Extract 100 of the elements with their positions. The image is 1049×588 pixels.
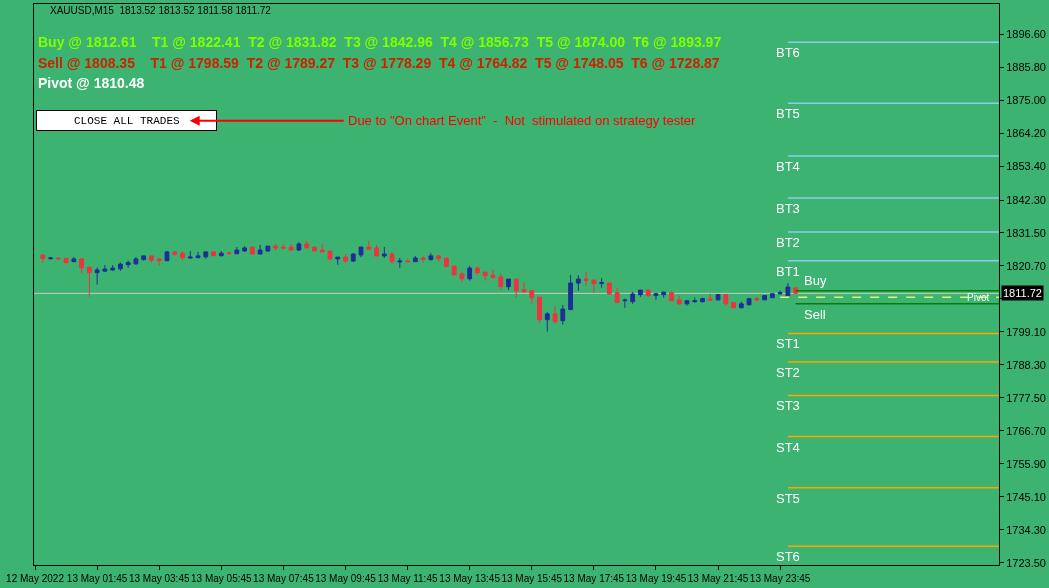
candlestick bbox=[335, 256, 341, 266]
candlestick bbox=[265, 245, 271, 253]
candlestick bbox=[583, 271, 589, 287]
candlestick bbox=[281, 243, 286, 250]
x-tick-label: 13 May 15:45 bbox=[501, 573, 563, 584]
candlestick bbox=[513, 278, 519, 299]
candlestick bbox=[490, 269, 496, 280]
y-tick-label: 1842.30 bbox=[1006, 193, 1046, 206]
x-tick-label: 12 May 2022 bbox=[6, 573, 65, 584]
candlestick bbox=[537, 296, 542, 324]
candlestick bbox=[389, 251, 395, 265]
candlestick bbox=[731, 302, 736, 309]
y-tick-label: 1853.40 bbox=[1006, 159, 1046, 172]
annotation: Sell @ 1808.35 T1 @ 1798.59 T2 @ 1789.27 T3 @ 1778.29 T4 @ 1764.82 T5 @ 1748.05 T6 @ 1728.87 bbox=[38, 55, 720, 71]
candlestick bbox=[118, 262, 123, 272]
candlestick bbox=[125, 259, 131, 269]
series-label: ST6 bbox=[776, 549, 800, 564]
candlestick bbox=[226, 251, 232, 256]
candlestick bbox=[599, 277, 605, 289]
x-tick-label: 13 May 03:45 bbox=[128, 573, 190, 584]
candlestick bbox=[475, 265, 480, 276]
y-tick-label: 1799.10 bbox=[1006, 325, 1046, 338]
candlestick bbox=[40, 254, 46, 264]
candlestick bbox=[211, 250, 216, 257]
candlestick bbox=[48, 256, 53, 261]
candlestick bbox=[86, 266, 92, 298]
candlestick bbox=[700, 297, 705, 304]
candlestick bbox=[544, 311, 550, 333]
candlestick bbox=[296, 241, 302, 252]
x-tick-label: 13 May 17:45 bbox=[563, 573, 625, 584]
candlestick bbox=[762, 295, 768, 301]
annotation: Pivot @ 1810.48 bbox=[38, 75, 145, 91]
candlestick bbox=[754, 296, 760, 303]
y-tick-label: 1766.70 bbox=[1006, 424, 1046, 437]
series-label: ST2 bbox=[776, 365, 800, 380]
candlestick bbox=[55, 256, 61, 261]
candlestick bbox=[156, 258, 162, 267]
candlestick bbox=[467, 265, 473, 282]
candlestick bbox=[288, 243, 294, 252]
series-label: BT1 bbox=[776, 264, 800, 279]
candlestick bbox=[443, 257, 449, 268]
candlestick bbox=[195, 251, 201, 259]
candlestick bbox=[257, 244, 263, 255]
candlestick bbox=[428, 252, 434, 262]
candlestick bbox=[669, 291, 674, 302]
y-tick-label: 1777.50 bbox=[1006, 391, 1046, 404]
candlestick bbox=[102, 264, 108, 272]
y-tick-label: 1734.30 bbox=[1006, 523, 1046, 536]
candlestick bbox=[218, 250, 224, 258]
y-tick-label: 1820.70 bbox=[1006, 259, 1046, 272]
candlestick bbox=[684, 299, 690, 307]
candlestick bbox=[374, 244, 379, 257]
candlestick bbox=[591, 279, 597, 294]
candlestick bbox=[692, 297, 698, 304]
candlestick bbox=[149, 255, 154, 264]
y-tick-label: 1885.80 bbox=[1006, 61, 1046, 74]
candlestick bbox=[552, 305, 558, 325]
x-tick-label: 13 May 01:45 bbox=[66, 573, 128, 584]
y-tick-label: 1896.60 bbox=[1006, 28, 1046, 41]
candlestick bbox=[94, 266, 100, 286]
y-tick-label: 1723.50 bbox=[1006, 556, 1046, 569]
series-label: BT4 bbox=[776, 159, 800, 174]
candlestick bbox=[63, 257, 69, 265]
candlestick bbox=[343, 253, 348, 264]
series-label: Sell bbox=[804, 307, 826, 322]
candlestick bbox=[141, 255, 147, 262]
x-tick-label: 13 May 23:45 bbox=[749, 573, 811, 584]
candlestick bbox=[350, 252, 356, 263]
series-label: BT2 bbox=[776, 235, 800, 250]
candlestick bbox=[614, 287, 620, 304]
candlestick bbox=[203, 250, 209, 260]
candlestick bbox=[312, 246, 317, 252]
candlestick bbox=[412, 255, 418, 263]
candlestick bbox=[420, 255, 426, 264]
candlestick bbox=[723, 294, 729, 307]
y-tick-label: 1831.50 bbox=[1006, 226, 1046, 239]
candlestick bbox=[110, 264, 116, 272]
x-tick-label: 13 May 11:45 bbox=[377, 573, 438, 584]
y-tick-label: 1875.00 bbox=[1006, 94, 1046, 107]
series-label: BT3 bbox=[776, 201, 800, 216]
candlestick bbox=[521, 281, 527, 294]
y-tick-label: 1788.30 bbox=[1006, 358, 1046, 371]
candlestick bbox=[568, 274, 573, 311]
ref-line-label: 1811.72 bbox=[1003, 287, 1042, 299]
candlestick bbox=[71, 256, 77, 263]
x-tick-label: 13 May 19:45 bbox=[625, 573, 687, 584]
series-label: ST1 bbox=[776, 336, 800, 351]
candlestick bbox=[506, 278, 511, 291]
candlestick bbox=[738, 301, 744, 309]
candlestick bbox=[606, 282, 612, 296]
series-label: Pivot bbox=[967, 292, 990, 303]
candlestick bbox=[133, 256, 139, 266]
candlestick bbox=[304, 240, 310, 249]
candlestick bbox=[187, 250, 193, 260]
candlestick bbox=[79, 258, 84, 275]
series-label: ST5 bbox=[776, 491, 800, 506]
candlestick bbox=[273, 243, 279, 251]
candlestick bbox=[645, 288, 651, 298]
candlestick bbox=[653, 292, 659, 301]
candlestick bbox=[459, 271, 465, 283]
